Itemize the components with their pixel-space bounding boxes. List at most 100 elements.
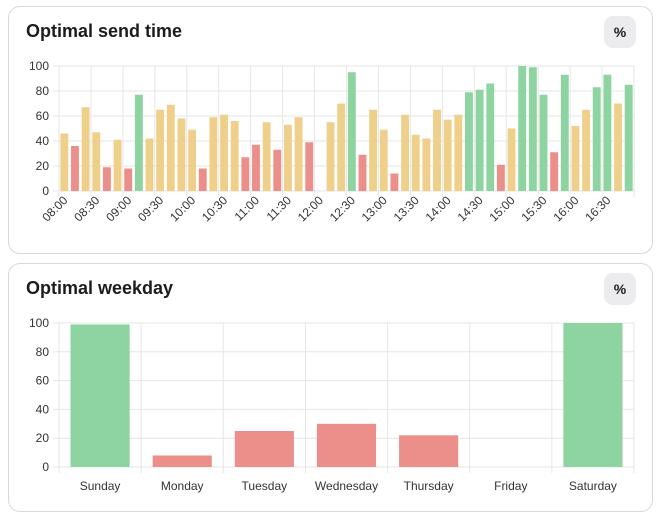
y-tick-label: 0 (42, 460, 49, 474)
y-tick-label: 40 (36, 134, 50, 148)
x-tick-label: Wednesday (315, 479, 378, 493)
bar (102, 167, 111, 191)
weekday-title: Optimal weekday (26, 278, 174, 298)
y-tick-label: 60 (36, 374, 50, 388)
bar (230, 121, 239, 191)
bar (209, 117, 218, 191)
bar (582, 109, 591, 191)
x-tick-label: 09:30 (135, 193, 166, 224)
bar (337, 103, 346, 191)
bar (496, 164, 505, 191)
x-tick-label: 10:30 (199, 193, 230, 224)
bar (71, 146, 79, 191)
x-tick-label: 14:00 (423, 193, 454, 224)
x-tick-label: 15:00 (487, 193, 518, 224)
bar (70, 324, 130, 467)
bar (145, 138, 154, 191)
y-tick-label: 100 (29, 316, 49, 330)
bar (262, 122, 271, 191)
bar (518, 66, 527, 191)
bar (234, 431, 294, 467)
x-tick-label: 10:00 (167, 193, 198, 224)
y-tick-label: 0 (42, 184, 49, 198)
bar (528, 67, 537, 191)
bar (550, 152, 559, 191)
x-tick-label: Friday (494, 479, 527, 493)
x-tick-label: 13:00 (359, 193, 390, 224)
bar (152, 455, 212, 467)
send-time-card: Optimal send time % 0 20 40 60 80 100 08:00 08:… (8, 6, 653, 254)
bar (465, 92, 473, 191)
y-tick-label: 100 (29, 59, 49, 73)
bar (358, 154, 367, 191)
y-tick-label: 40 (36, 402, 50, 416)
y-tick-label: 80 (36, 84, 50, 98)
bar (241, 157, 250, 191)
x-tick-label: 16:00 (550, 193, 581, 224)
x-tick-label: Monday (161, 479, 204, 493)
bar (507, 128, 516, 191)
bar (220, 114, 228, 191)
x-tick-label: 16:30 (582, 193, 613, 224)
x-tick-label: Sunday (80, 479, 121, 493)
bar (92, 132, 101, 191)
bar (124, 168, 133, 191)
bar (475, 89, 484, 191)
bar (390, 173, 399, 191)
bar (369, 109, 378, 191)
bar (252, 144, 260, 191)
x-tick-label: 15:30 (518, 193, 549, 224)
bar (326, 122, 335, 191)
bar (379, 129, 388, 191)
bar (486, 83, 495, 191)
x-tick-label: 09:00 (103, 193, 134, 224)
bar (401, 114, 410, 191)
bar (60, 133, 69, 191)
bar (347, 72, 356, 191)
x-tick-label: Tuesday (242, 479, 288, 493)
bar (422, 138, 431, 191)
y-tick-label: 20 (36, 159, 50, 173)
bar (166, 104, 175, 191)
bar (198, 168, 207, 191)
bar (539, 94, 548, 191)
bar (156, 109, 165, 191)
x-tick-label: 11:00 (232, 193, 263, 224)
bar (134, 94, 143, 191)
weekday-chart: 0 20 40 60 80 100 Sunday Monday Tuesday Wednesday… (29, 316, 635, 493)
bar (571, 126, 580, 191)
bar (454, 114, 463, 191)
bar (411, 134, 420, 191)
bar (614, 103, 622, 191)
bar (316, 423, 377, 467)
x-tick-label: Thursday (404, 479, 454, 493)
bar (294, 117, 303, 191)
x-tick-label: 14:30 (455, 193, 486, 224)
y-tick-label: 20 (36, 431, 50, 445)
bar (563, 323, 623, 467)
x-tick-label: 12:30 (327, 193, 358, 224)
weekday-percent-toggle[interactable]: % (604, 273, 636, 305)
x-tick-label: 11:30 (264, 193, 295, 224)
bar (399, 435, 459, 467)
bar (273, 149, 282, 191)
bar (443, 119, 452, 191)
bar (592, 87, 601, 191)
weekday-card: Optimal weekday % 0 20 40 60 80 100 Sunday Mond… (8, 263, 653, 512)
y-tick-label: 60 (36, 109, 50, 123)
bar (81, 107, 90, 191)
bar (624, 84, 633, 191)
bar (177, 118, 186, 191)
bar (305, 142, 314, 191)
bar (113, 139, 122, 191)
send-time-title: Optimal send time (26, 21, 183, 41)
y-tick-label: 80 (36, 345, 50, 359)
x-tick-label: 13:30 (391, 193, 422, 224)
bar (603, 74, 612, 191)
x-tick-label: Saturday (569, 479, 617, 493)
x-tick-label: 08:30 (71, 193, 102, 224)
bar (283, 124, 292, 191)
bar (433, 109, 441, 191)
send-time-percent-toggle[interactable]: % (604, 16, 636, 48)
